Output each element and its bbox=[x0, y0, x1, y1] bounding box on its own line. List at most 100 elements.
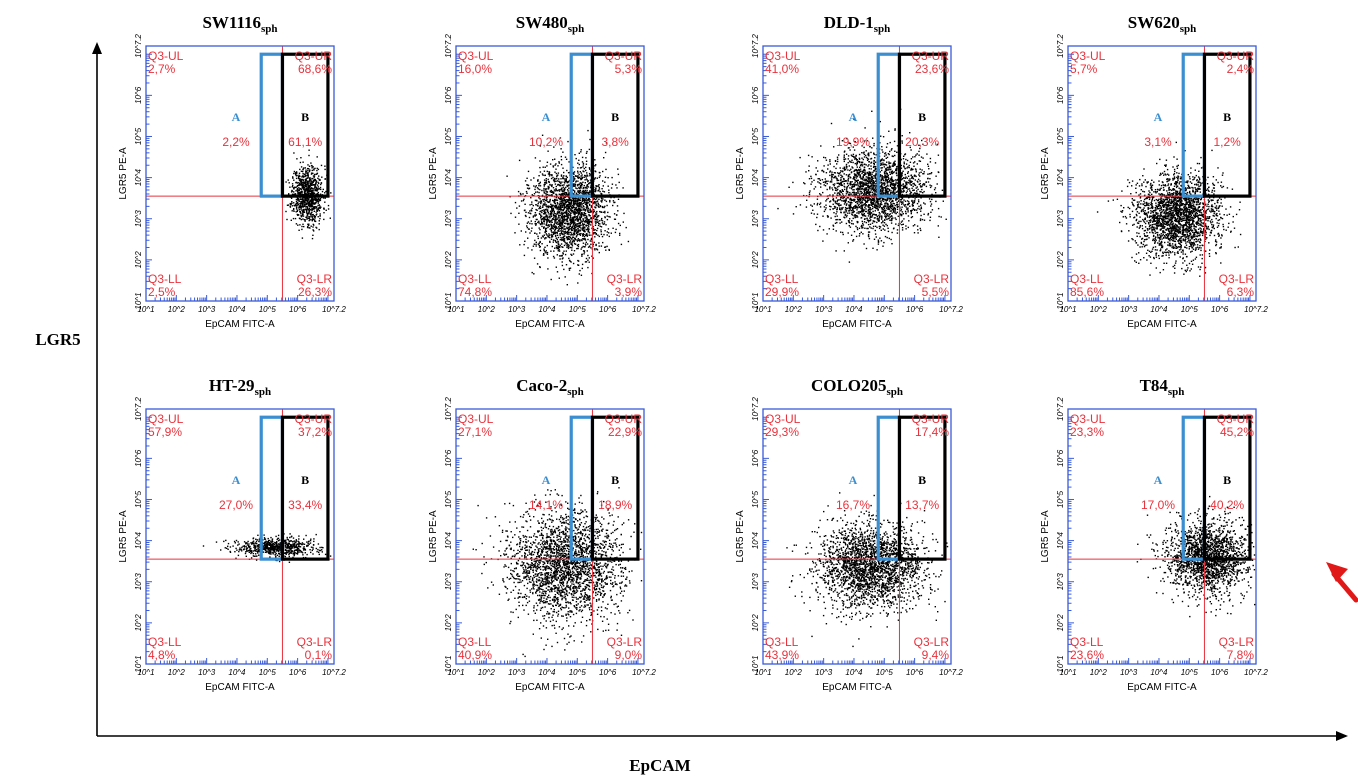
event-dot bbox=[595, 189, 597, 192]
event-dot bbox=[554, 231, 556, 234]
event-dot bbox=[310, 209, 312, 211]
event-dot bbox=[900, 159, 902, 161]
event-dot bbox=[569, 205, 572, 207]
event-dot bbox=[888, 153, 890, 156]
event-dot bbox=[879, 175, 882, 177]
event-dot bbox=[310, 225, 312, 227]
event-dot bbox=[577, 264, 579, 266]
event-dot bbox=[555, 234, 557, 237]
event-dot bbox=[586, 186, 588, 188]
event-dot bbox=[870, 183, 873, 185]
event-dot bbox=[542, 217, 545, 219]
event-dot bbox=[824, 157, 827, 159]
event-dot bbox=[587, 192, 589, 194]
event-dot bbox=[545, 229, 547, 232]
event-dot bbox=[561, 198, 563, 200]
event-dot bbox=[561, 226, 563, 229]
event-dot bbox=[880, 163, 883, 165]
event-dot bbox=[869, 197, 871, 200]
event-dot bbox=[843, 151, 846, 153]
event-dot bbox=[543, 220, 545, 223]
event-dot bbox=[552, 207, 554, 209]
panel-title-sub: sph bbox=[261, 23, 278, 35]
event-dot bbox=[289, 186, 291, 188]
event-dot bbox=[876, 199, 878, 202]
gate-a-label: A bbox=[232, 110, 241, 124]
event-dot bbox=[889, 173, 891, 175]
event-dot bbox=[520, 230, 522, 232]
event-dot bbox=[890, 168, 892, 170]
event-dot bbox=[567, 217, 569, 219]
event-dot bbox=[550, 203, 552, 205]
event-dot bbox=[559, 204, 562, 207]
event-dot bbox=[563, 220, 566, 222]
event-dot bbox=[579, 189, 581, 191]
event-dot bbox=[832, 189, 834, 191]
event-dot bbox=[869, 191, 871, 193]
x-tick-label: 10^5 bbox=[569, 305, 587, 314]
event-dot bbox=[890, 203, 893, 205]
event-dot bbox=[844, 201, 846, 204]
event-dot bbox=[570, 199, 572, 201]
event-dot bbox=[616, 187, 618, 189]
event-dot bbox=[858, 198, 860, 200]
event-dot bbox=[548, 173, 551, 175]
event-dot bbox=[575, 227, 577, 229]
event-dot bbox=[545, 194, 547, 196]
event-dot bbox=[544, 212, 546, 214]
event-dot bbox=[819, 203, 821, 206]
event-dot bbox=[870, 200, 872, 202]
event-dot bbox=[545, 219, 547, 221]
event-dot bbox=[311, 215, 313, 217]
event-dot bbox=[861, 177, 863, 179]
event-dot bbox=[913, 184, 916, 186]
event-dot bbox=[609, 199, 611, 202]
gate-a-value: 10,2% bbox=[529, 135, 563, 149]
event-dot bbox=[856, 220, 858, 223]
event-dot bbox=[831, 175, 833, 177]
event-dot bbox=[544, 218, 546, 220]
event-dot bbox=[919, 219, 922, 222]
event-dot bbox=[569, 213, 571, 216]
event-dot bbox=[885, 202, 888, 204]
event-dot bbox=[869, 187, 871, 190]
event-dot bbox=[565, 215, 567, 217]
event-dot bbox=[834, 207, 836, 209]
event-dot bbox=[587, 221, 589, 224]
event-dot bbox=[569, 242, 571, 244]
event-dot bbox=[585, 169, 587, 172]
event-dot bbox=[323, 218, 325, 221]
event-dot bbox=[556, 238, 558, 241]
event-dot bbox=[837, 203, 839, 205]
event-dot bbox=[314, 215, 317, 218]
event-dot bbox=[543, 183, 545, 186]
event-dot bbox=[539, 182, 541, 185]
event-dot bbox=[550, 191, 553, 193]
event-dots bbox=[777, 108, 947, 263]
event-dot bbox=[548, 171, 550, 173]
event-dot bbox=[565, 219, 567, 221]
event-dot bbox=[942, 200, 944, 202]
event-dot bbox=[569, 202, 571, 204]
event-dot bbox=[608, 215, 610, 218]
event-dot bbox=[577, 177, 579, 179]
event-dot bbox=[538, 227, 540, 229]
event-dot bbox=[544, 202, 546, 204]
event-dot bbox=[895, 168, 898, 170]
event-dot bbox=[549, 234, 551, 236]
event-dot bbox=[844, 169, 847, 171]
event-dot bbox=[890, 178, 892, 180]
event-dot bbox=[871, 207, 874, 210]
event-dot bbox=[855, 177, 858, 179]
event-dot bbox=[891, 170, 893, 172]
event-dot bbox=[590, 181, 592, 183]
event-dot bbox=[590, 247, 592, 249]
event-dot bbox=[583, 253, 585, 255]
event-dot bbox=[585, 261, 588, 263]
event-dot bbox=[871, 187, 873, 189]
event-dot bbox=[868, 168, 870, 170]
event-dot bbox=[881, 203, 883, 206]
event-dot bbox=[891, 186, 893, 189]
event-dot bbox=[890, 205, 892, 208]
event-dot bbox=[867, 219, 870, 222]
